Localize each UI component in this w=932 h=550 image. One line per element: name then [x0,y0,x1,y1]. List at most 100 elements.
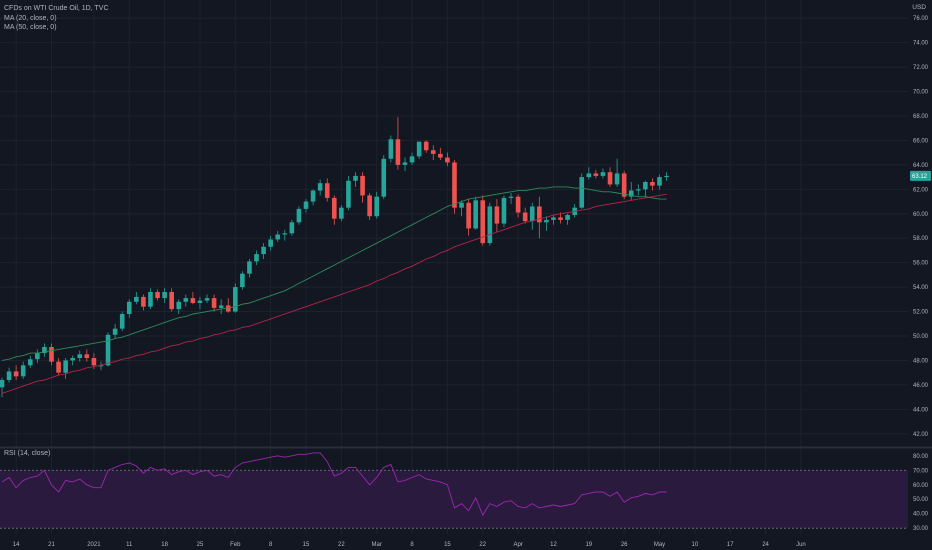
candle [324,178,330,202]
candle-body [134,296,139,302]
candle-body [49,347,54,362]
ma50-legend[interactable]: MA (50, close, 0) [4,24,57,31]
candle-body [621,173,627,197]
time-tick-label: May [654,542,665,548]
candle [6,367,12,383]
candle-body [544,219,549,223]
candle [508,193,514,204]
candle [0,377,5,398]
candle [303,199,309,213]
price-tick-label: 42.00 [913,432,929,438]
candle [593,169,599,179]
rsi-tick-label: 50.00 [913,497,929,503]
candle-body [650,182,655,186]
candle-body [275,234,281,240]
symbol-title[interactable]: CFDs on WTI Crude Oil, 1D, TVC [4,5,109,12]
candle [134,292,139,305]
price-tick-label: 52.00 [913,310,929,316]
candle-body [268,239,273,247]
candle-body [310,190,316,202]
candle [466,199,471,236]
candle-body [515,196,521,213]
candle-body [218,305,224,308]
rsi-tick-label: 40.00 [913,512,929,518]
time-tick-label: Mar [372,542,382,548]
time-tick-label: 2021 [87,542,101,548]
candle-body [141,296,146,307]
candle-body [77,354,83,358]
price-axis[interactable]: 42.00 44.00 46.00 48.00 50.00 52.00 54.00 56.00… [913,16,929,438]
candle [155,289,160,301]
time-tick-label: 10 [692,542,699,548]
rsi-tick-label: 80.00 [913,454,929,460]
time-tick-label: 14 [13,542,20,548]
candle-body [119,314,125,329]
candle-body [91,358,97,366]
candle [98,361,104,371]
candle [657,174,662,190]
chart-legend: CFDs on WTI Crude Oil, 1D, TVC MA (20, c… [4,4,109,33]
last-price-badge [910,170,931,181]
candle-body [402,162,408,165]
ma20-line [1,186,667,361]
candle [445,152,450,167]
candle [381,155,387,200]
candle-body [657,177,662,186]
candle-body [636,189,641,191]
rsi-legend[interactable]: RSI (14, close) [4,450,51,457]
candle [77,350,83,362]
candle-body [374,196,380,217]
candle [388,135,394,163]
candle [430,145,436,160]
candle [515,194,521,218]
last-price-marker: 63.12 [910,170,931,181]
rsi-tick-label: 60.00 [913,483,929,489]
time-tick-label: Jun [796,542,806,548]
candle-body [614,173,620,185]
candle [607,167,613,187]
time-tick-label: 11 [126,542,133,548]
candle [176,299,182,314]
price-tick-label: 64.00 [913,163,929,169]
ma20-legend[interactable]: MA (20, close, 0) [4,14,57,22]
candle [218,299,224,314]
candle [537,196,542,239]
candle [487,202,493,246]
candle-body [600,172,606,176]
currency-label[interactable]: USD [912,4,926,11]
time-tick-label: 21 [48,542,55,548]
candle-body [522,212,528,222]
candle-body [438,153,443,158]
candle [190,292,196,305]
candle [27,355,33,368]
candle [339,205,344,222]
candle [211,294,217,312]
candle [353,172,358,187]
candle-body [551,217,556,220]
time-axis[interactable]: 14 21 2021 11 18 25 Feb 8 15 22 Mar 8 15 22 Apr 12 19 26 M… [13,542,806,548]
candle-body [84,354,90,358]
candle-body [360,175,365,196]
candle-body [473,200,478,229]
candle [565,213,570,225]
candle-body [247,261,252,274]
price-tick-label: 62.00 [913,187,929,193]
time-tick-label: Apr [513,542,522,548]
candle [169,288,174,312]
candle-body [105,334,111,366]
candle-body [388,139,394,159]
candle-body [169,292,174,310]
candle [240,271,245,290]
candle-body [452,162,457,208]
candle [141,294,146,311]
candle-body [176,301,182,310]
candle [233,283,238,313]
time-tick-label: 25 [197,542,204,548]
candle-body [537,206,542,223]
price-tick-label: 60.00 [913,212,929,218]
candle-body [155,292,160,299]
candle [346,175,351,211]
candle [544,216,549,231]
rsi-axis[interactable]: 30.00 40.00 50.00 60.00 70.00 80.00 [913,454,929,532]
